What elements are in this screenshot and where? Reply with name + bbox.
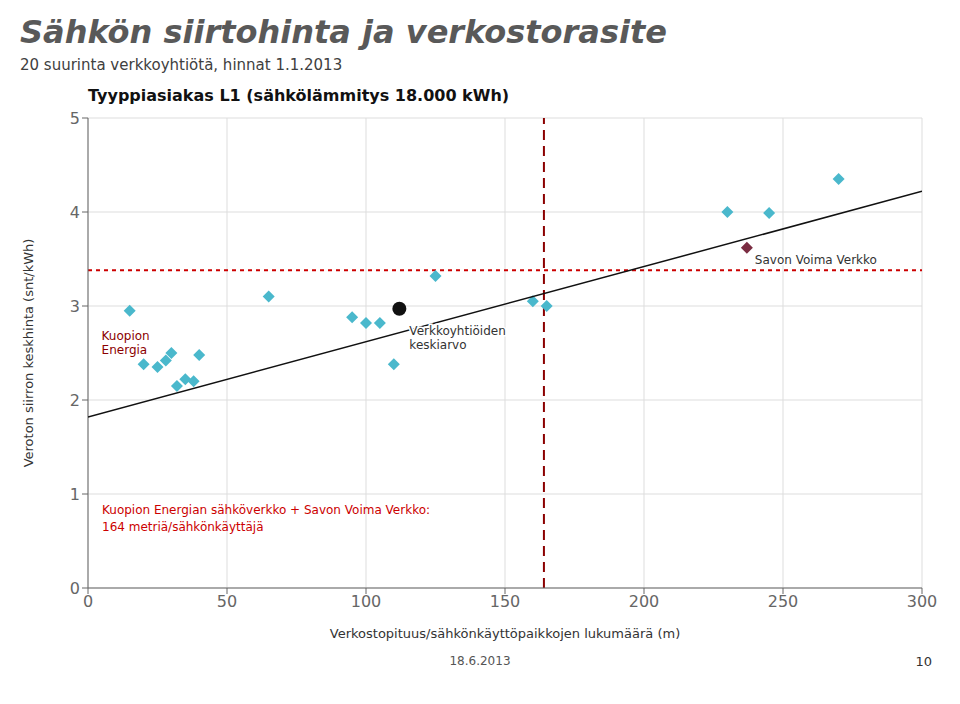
svg-text:0: 0 [70,579,80,598]
svg-text:1: 1 [70,485,80,504]
svg-text:5: 5 [70,109,80,128]
html-text:Sähkön siirtohinta ja verkosto: Sähkön siirtohinta ja verkostorasite [20,13,667,51]
svg-text:300: 300 [907,592,938,611]
svg-text:0: 0 [83,592,93,611]
svg-text:Verkkoyhtiöidenkeskiarvo: Verkkoyhtiöidenkeskiarvo [409,324,505,352]
html-text:10: 10 [915,654,932,669]
svg-text:150: 150 [490,592,521,611]
html-text:20 suurinta verkkoyhtiötä, hin: 20 suurinta verkkoyhtiötä, hinnat 1.1.20… [20,56,343,74]
svg-text:200: 200 [629,592,660,611]
svg-text:Veroton siirron keskhinta (snt: Veroton siirron keskhinta (snt/kWh) [21,239,36,468]
html-text:Kuopion Energian sähköverkko +: Kuopion Energian sähköverkko + Savon Voi… [102,503,430,534]
svg-text:4: 4 [70,203,80,222]
html-text:18.6.2013: 18.6.2013 [449,654,511,668]
svg-text:2: 2 [70,391,80,410]
html-text:Tyyppiasiakas L1 (sähkölämmity: Tyyppiasiakas L1 (sähkölämmitys 18.000 k… [88,86,510,105]
svg-text:250: 250 [768,592,799,611]
svg-text:50: 50 [217,592,237,611]
svg-text:100: 100 [351,592,382,611]
svg-text:KuopionEnergia: KuopionEnergia [102,329,150,357]
svg-text:3: 3 [70,297,80,316]
svg-text:Verkostopituus/sähkönkäyttöpai: Verkostopituus/sähkönkäyttöpaikkojen luk… [330,626,680,641]
svg-text:Savon Voima Verkko: Savon Voima Verkko [755,253,877,267]
